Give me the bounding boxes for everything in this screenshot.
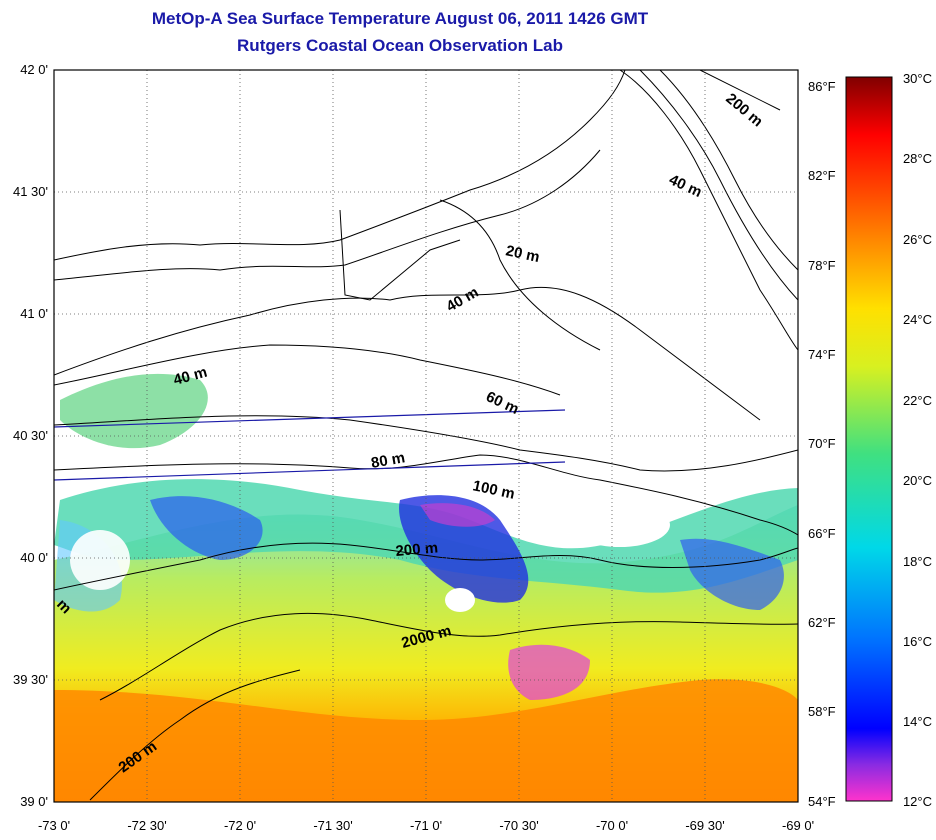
contour-label: 60 m: [483, 388, 521, 418]
fahrenheit-label: 62°F: [808, 615, 836, 630]
celsius-label: 14°C: [903, 714, 932, 729]
lon-label: -71 30': [313, 818, 352, 833]
bathymetry-contours: [54, 70, 798, 801]
latitude-axis: 42 0' 41 30' 41 0' 40 30' 40 0' 39 30' 3…: [13, 62, 48, 809]
lat-label: 39 0': [20, 794, 48, 809]
celsius-label: 22°C: [903, 393, 932, 408]
graticule: [54, 70, 798, 802]
celsius-label: 20°C: [903, 473, 932, 488]
contour-label: 80 m: [370, 449, 407, 472]
celsius-label: 26°C: [903, 232, 932, 247]
contour-label: 100 m: [471, 477, 516, 502]
lon-label: -71 0': [410, 818, 442, 833]
fahrenheit-label: 74°F: [808, 347, 836, 362]
lon-label: -72 30': [127, 818, 166, 833]
lat-label: 40 30': [13, 428, 48, 443]
map-frame: [53, 69, 799, 803]
lon-label: -72 0': [224, 818, 256, 833]
lat-label: 41 30': [13, 184, 48, 199]
longitude-axis: -73 0' -72 30' -72 0' -71 30' -71 0' -70…: [38, 818, 814, 833]
sst-raster: [54, 373, 798, 802]
celsius-label: 16°C: [903, 634, 932, 649]
lon-label: -70 0': [596, 818, 628, 833]
contour-label: 200 m: [395, 539, 439, 560]
lon-label: -73 0': [38, 818, 70, 833]
lat-label: 42 0': [20, 62, 48, 77]
contour-label: 40 m: [666, 171, 704, 201]
fahrenheit-label: 66°F: [808, 526, 836, 541]
fahrenheit-label: 70°F: [808, 436, 836, 451]
fahrenheit-axis: 86°F 82°F 78°F 74°F 70°F 66°F 62°F 58°F …: [808, 79, 836, 809]
lon-label: -69 30': [685, 818, 724, 833]
contour-label: 40 m: [444, 284, 482, 316]
fahrenheit-label: 58°F: [808, 704, 836, 719]
celsius-label: 12°C: [903, 794, 932, 809]
map-subtitle: Rutgers Coastal Ocean Observation Lab: [237, 36, 563, 55]
fahrenheit-label: 54°F: [808, 794, 836, 809]
track-lines: [53, 409, 566, 481]
lat-label: 40 0': [20, 550, 48, 565]
contour-label: 20 m: [504, 242, 541, 266]
contour-label: 200 m: [722, 90, 766, 130]
lat-label: 39 30': [13, 672, 48, 687]
lon-label: -69 0': [782, 818, 814, 833]
celsius-label: 18°C: [903, 554, 932, 569]
fahrenheit-label: 78°F: [808, 258, 836, 273]
celsius-label: 28°C: [903, 151, 932, 166]
fahrenheit-label: 86°F: [808, 79, 836, 94]
fahrenheit-label: 82°F: [808, 168, 836, 183]
lon-label: -70 30': [499, 818, 538, 833]
colorbar: [845, 76, 893, 802]
lat-label: 41 0': [20, 306, 48, 321]
celsius-label: 30°C: [903, 71, 932, 86]
celsius-axis: 30°C 28°C 26°C 24°C 22°C 20°C 18°C 16°C …: [903, 71, 932, 809]
celsius-label: 24°C: [903, 312, 932, 327]
map-title: MetOp-A Sea Surface Temperature August 0…: [151, 9, 649, 28]
